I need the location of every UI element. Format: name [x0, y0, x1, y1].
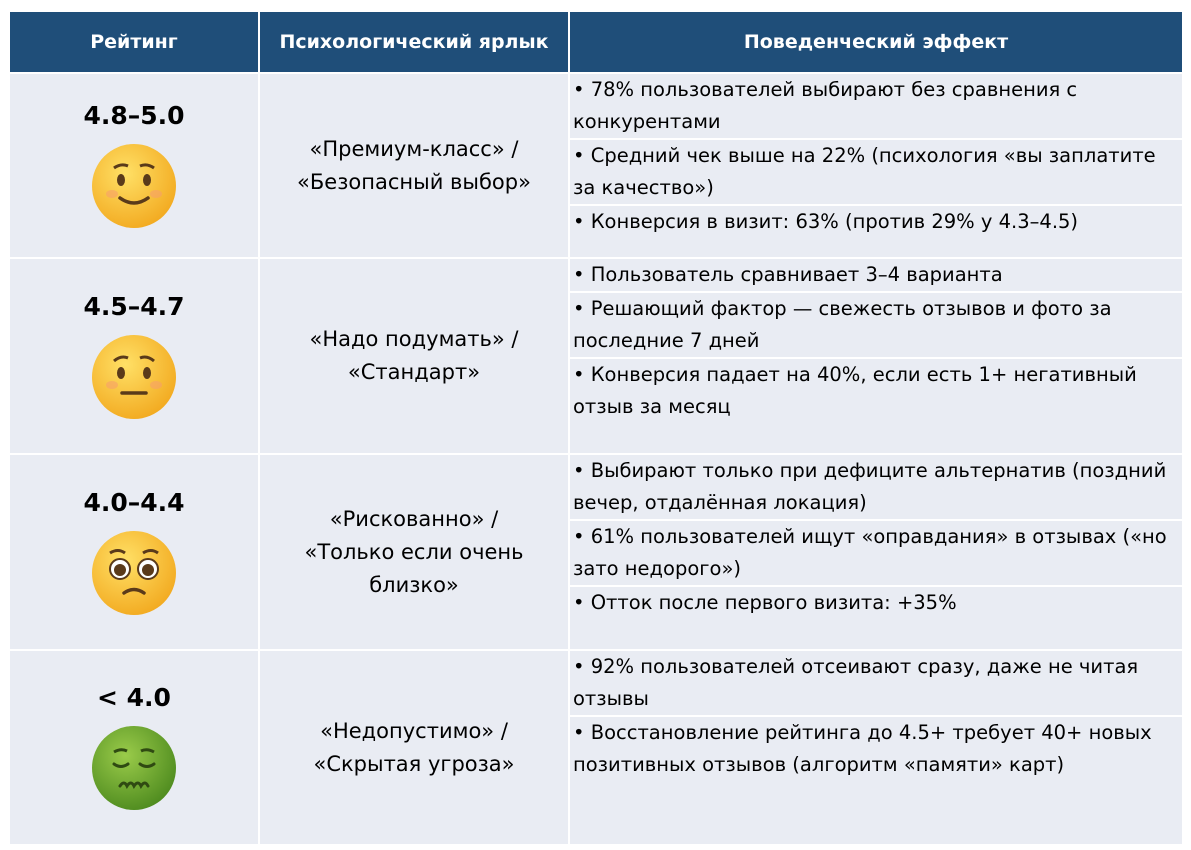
- label-line: «Стандарт»: [347, 360, 481, 384]
- effect-item: • Решающий фактор — свежесть отзывов и ф…: [570, 293, 1182, 357]
- effects-cell: • Пользователь сравнивает 3–4 варианта • …: [570, 259, 1182, 453]
- effect-item: • 78% пользователей выбирают без сравнен…: [570, 74, 1182, 138]
- header-cell: Рейтинг: [10, 12, 258, 72]
- label-cell: «Премиум-класс» / «Безопасный выбор»: [260, 74, 568, 257]
- label-line: «Только если очень: [304, 539, 524, 564]
- rating-cell: 4.0–4.4: [10, 455, 258, 649]
- effect-item: • Средний чек выше на 22% (психология «в…: [570, 140, 1182, 204]
- rating: 4.8–5.0: [83, 101, 185, 130]
- label-line: близко»: [369, 572, 459, 597]
- label-cell: «Надо подумать» / «Стандарт»: [260, 259, 568, 453]
- rating-cell: 4.8–5.0: [10, 74, 258, 257]
- label-line: «Надо подумать» /: [309, 327, 519, 351]
- effect-item: • Отток после первого визита: +35%: [570, 587, 1182, 649]
- label-line: «Скрытая угроза»: [313, 751, 515, 776]
- header-cell: Психологический ярлык: [260, 12, 568, 72]
- effect-item: • Восстановление рейтинга до 4.5+ требуе…: [570, 717, 1182, 844]
- label-line: «Безопасный выбор»: [297, 169, 531, 194]
- emoji: [92, 334, 176, 419]
- effect-item: • 61% пользователей ищут «оправдания» в …: [570, 521, 1182, 585]
- effect-item: • Пользователь сравнивает 3–4 варианта: [570, 259, 1182, 291]
- effect-item: • Конверсия падает на 40%, если есть 1+ …: [570, 359, 1182, 453]
- emoji: [92, 144, 176, 228]
- effects-cell: • 92% пользователей отсеивают сразу, даж…: [570, 651, 1182, 844]
- emoji: [92, 530, 176, 615]
- label-line: «Премиум-класс» /: [309, 136, 519, 161]
- effect-item: • Выбирают только при дефиците альтернат…: [570, 455, 1182, 519]
- rating: < 4.0: [97, 683, 171, 712]
- rating-cell: < 4.0: [10, 651, 258, 844]
- label-line: «Недопустимо» /: [320, 718, 508, 743]
- label-line: «Рискованно» /: [329, 506, 499, 531]
- table: Рейтинг Психологический ярлык Поведенчески…: [10, 12, 1182, 844]
- emoji: [92, 726, 176, 810]
- rating-cell: 4.5–4.7: [10, 259, 258, 453]
- label-cell: «Недопустимо» / «Скрытая угроза»: [260, 651, 568, 844]
- rating: 4.0–4.4: [83, 487, 185, 517]
- header-cell: Поведенческий эффект: [570, 12, 1182, 72]
- effects-cell: • Выбирают только при дефиците альтернат…: [570, 455, 1182, 649]
- effect-item: • Конверсия в визит: 63% (против 29% у 4…: [570, 206, 1182, 257]
- rating: 4.5–4.7: [83, 291, 185, 321]
- label-cell: «Рискованно» / «Только если очень близко»: [260, 455, 568, 649]
- effects-cell: • 78% пользователей выбирают без сравнен…: [570, 74, 1182, 257]
- effect-item: • 92% пользователей отсеивают сразу, даж…: [570, 651, 1182, 715]
